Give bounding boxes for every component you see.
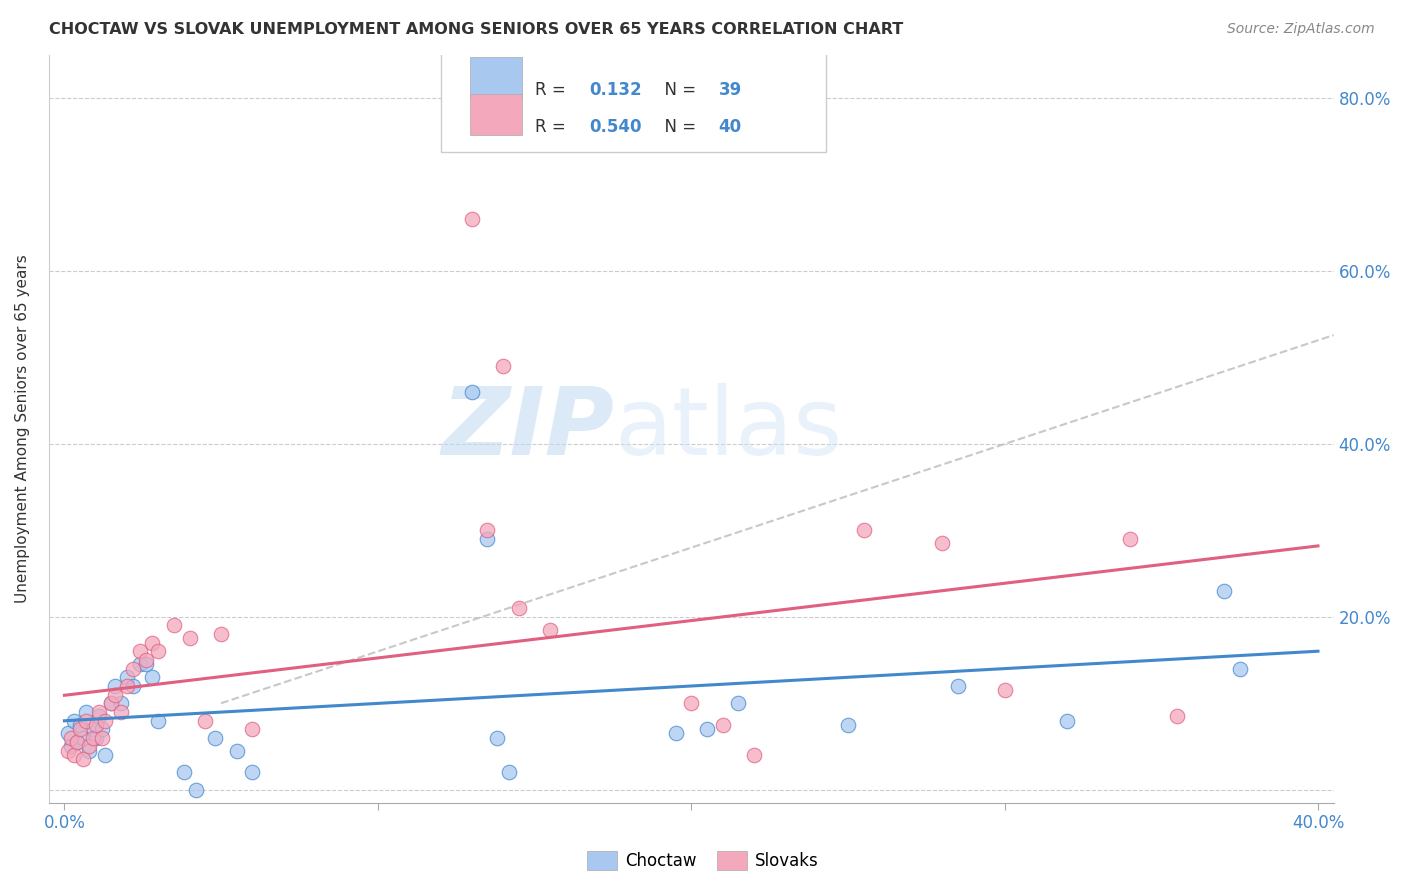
Point [59, 739, 82, 754]
Point [727, 696, 749, 710]
Point [742, 747, 765, 762]
Point [87, 709, 110, 723]
Point [128, 657, 150, 672]
Point [69, 722, 91, 736]
Point [79, 744, 101, 758]
Point [100, 696, 122, 710]
Point [163, 618, 186, 632]
Point [63, 714, 86, 728]
Point [72, 752, 94, 766]
Point [84, 718, 107, 732]
Point [242, 722, 264, 736]
Point [122, 662, 145, 676]
Point [91, 731, 114, 745]
Point [477, 524, 499, 538]
Text: 39: 39 [718, 80, 742, 98]
Text: R =: R = [534, 118, 571, 136]
Point [79, 739, 101, 754]
Point [66, 735, 89, 749]
Point [72, 731, 94, 745]
Point [148, 714, 170, 728]
Point [1166, 709, 1188, 723]
Point [852, 524, 875, 538]
Point [103, 688, 125, 702]
Point [204, 731, 226, 745]
Point [115, 670, 138, 684]
Point [66, 735, 89, 749]
Point [63, 747, 86, 762]
Point [242, 765, 264, 780]
Point [56, 744, 79, 758]
Point [82, 731, 104, 745]
Point [128, 644, 150, 658]
Point [141, 670, 163, 684]
Point [946, 679, 969, 693]
Point [538, 623, 561, 637]
Point [94, 747, 117, 762]
FancyBboxPatch shape [440, 47, 827, 153]
Point [91, 722, 114, 736]
Point [209, 627, 232, 641]
Point [56, 726, 79, 740]
Point [110, 696, 132, 710]
Text: N =: N = [654, 118, 702, 136]
Point [492, 359, 515, 374]
Point [485, 731, 508, 745]
Point [931, 536, 953, 550]
Point [84, 731, 107, 745]
Point [461, 212, 484, 227]
Text: N =: N = [654, 80, 702, 98]
Point [225, 744, 247, 758]
Y-axis label: Unemployment Among Seniors over 65 years: Unemployment Among Seniors over 65 years [15, 254, 30, 603]
Point [69, 718, 91, 732]
Point [184, 782, 207, 797]
Text: Source: ZipAtlas.com: Source: ZipAtlas.com [1227, 22, 1375, 37]
Point [1213, 583, 1236, 598]
Point [115, 679, 138, 693]
FancyBboxPatch shape [470, 57, 522, 98]
Point [179, 632, 201, 646]
Text: atlas: atlas [614, 383, 842, 475]
Point [837, 718, 859, 732]
Point [75, 705, 97, 719]
Point [87, 705, 110, 719]
Text: 40: 40 [718, 118, 742, 136]
Point [194, 714, 217, 728]
Point [94, 714, 117, 728]
Text: CHOCTAW VS SLOVAK UNEMPLOYMENT AMONG SENIORS OVER 65 YEARS CORRELATION CHART: CHOCTAW VS SLOVAK UNEMPLOYMENT AMONG SEN… [49, 22, 904, 37]
Point [1229, 662, 1251, 676]
Point [103, 679, 125, 693]
Point [173, 765, 195, 780]
Point [59, 731, 82, 745]
Point [75, 714, 97, 728]
Point [993, 683, 1015, 698]
Text: 0.132: 0.132 [589, 80, 641, 98]
Point [681, 696, 703, 710]
Point [477, 532, 499, 546]
Point [141, 636, 163, 650]
Point [696, 722, 718, 736]
Text: ZIP: ZIP [441, 383, 614, 475]
Point [135, 653, 157, 667]
Point [508, 601, 530, 615]
Point [110, 705, 132, 719]
Point [1056, 714, 1078, 728]
Text: 0.540: 0.540 [589, 118, 641, 136]
FancyBboxPatch shape [470, 95, 522, 135]
Point [664, 726, 686, 740]
Point [82, 722, 104, 736]
Point [122, 679, 145, 693]
Point [461, 385, 484, 400]
Point [1119, 532, 1142, 546]
Point [711, 718, 734, 732]
Point [498, 765, 520, 780]
Legend: Choctaw, Slovaks: Choctaw, Slovaks [581, 844, 825, 877]
Point [148, 644, 170, 658]
Text: R =: R = [534, 80, 576, 98]
Point [135, 657, 157, 672]
Point [100, 696, 122, 710]
